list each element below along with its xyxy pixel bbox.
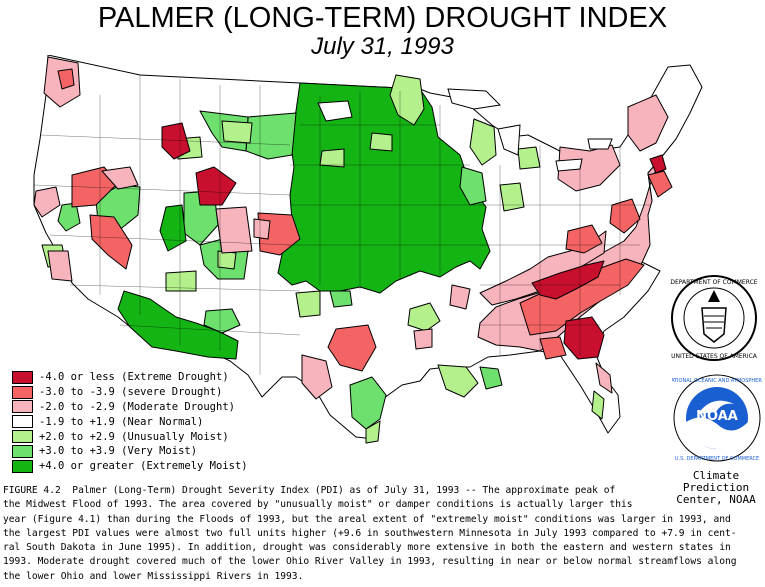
- legend-label: -3.0 to -3.9 (severe Drought): [39, 386, 223, 399]
- svg-text:DEPARTMENT OF COMMERCE: DEPARTMENT OF COMMERCE: [670, 279, 757, 286]
- legend-swatch: [12, 430, 33, 444]
- credit-line: Climate: [692, 469, 740, 482]
- legend-swatch: [12, 415, 33, 429]
- extreme-drought-georgia: [563, 316, 605, 360]
- extremely-moist-southwest: [117, 290, 239, 360]
- legend-swatch: [12, 400, 33, 414]
- legend-swatch: [12, 444, 33, 458]
- noaa-logo: NOAA NATIONAL OCEANIC AND ATMOSPHERIC U.…: [672, 374, 762, 462]
- legend-label: -2.0 to -2.9 (Moderate Drought): [39, 400, 235, 413]
- legend-swatch: [12, 370, 33, 384]
- credit-text: Climate Prediction Center, NOAA: [676, 470, 756, 506]
- legend-entry: +3.0 to +3.9 (Very Moist): [12, 444, 248, 459]
- legend-label: -1.9 to +1.9 (Near Normal): [39, 415, 204, 428]
- caption-line: FIGURE 4.2 Palmer (Long-Term) Drought Se…: [3, 485, 616, 496]
- caption-line: ral South Dakota in June 1995). In addit…: [3, 542, 731, 554]
- caption-line: the Midwest Flood of 1993. The area cove…: [3, 499, 633, 511]
- legend-label: +4.0 or greater (Extremely Moist): [39, 460, 248, 473]
- figure-caption: FIGURE 4.2 Palmer (Long-Term) Drought Se…: [3, 484, 763, 584]
- legend-label: -4.0 or less (Extreme Drought): [39, 371, 229, 384]
- svg-text:UNITED STATES OF AMERICA: UNITED STATES OF AMERICA: [671, 353, 758, 360]
- map-date: July 31, 1993: [311, 33, 454, 60]
- legend-entry: -4.0 or less (Extreme Drought): [12, 370, 248, 385]
- legend-entry: +4.0 or greater (Extremely Moist): [12, 459, 248, 474]
- drought-texas: [327, 324, 377, 372]
- credit-line: Prediction: [682, 481, 750, 494]
- svg-text:NATIONAL OCEANIC AND ATMOSPHER: NATIONAL OCEANIC AND ATMOSPHERIC: [672, 378, 762, 384]
- legend-swatch: [12, 385, 33, 399]
- legend: -4.0 or less (Extreme Drought) -3.0 to -3…: [12, 370, 248, 474]
- legend-entry: -2.0 to -2.9 (Moderate Drought): [12, 400, 248, 415]
- caption-line: the lower Ohio and lower Mississippi Riv…: [3, 570, 304, 582]
- legend-entry: +2.0 to +2.9 (Unusually Moist): [12, 429, 248, 444]
- legend-entry: -3.0 to -3.9 (severe Drought): [12, 385, 248, 400]
- very-moist-montana: [245, 112, 297, 160]
- caption-line: year (Figure 4.1) than during the Floods…: [3, 513, 731, 525]
- noaa-wordmark: NOAA: [696, 409, 738, 424]
- commerce-seal: DEPARTMENT OF COMMERCE UNITED STATES OF …: [670, 275, 758, 361]
- extreme-drought-tennessee: [531, 260, 605, 300]
- legend-label: +2.0 to +2.9 (Unusually Moist): [39, 430, 229, 443]
- legend-label: +3.0 to +3.9 (Very Moist): [39, 445, 198, 458]
- map-title: PALMER (LONG-TERM) DROUGHT INDEX: [97, 2, 668, 34]
- legend-swatch: [12, 459, 33, 473]
- us-drought-map: [33, 55, 703, 444]
- legend-entry: -1.9 to +1.9 (Near Normal): [12, 414, 248, 429]
- caption-line: the largest PDI values were almost two f…: [3, 527, 737, 539]
- credit-line: Center, NOAA: [676, 493, 756, 506]
- caption-line: 1993. Moderate drought covered much of t…: [3, 556, 737, 568]
- svg-text:U.S. DEPARTMENT OF COMMERCE: U.S. DEPARTMENT OF COMMERCE: [675, 456, 759, 462]
